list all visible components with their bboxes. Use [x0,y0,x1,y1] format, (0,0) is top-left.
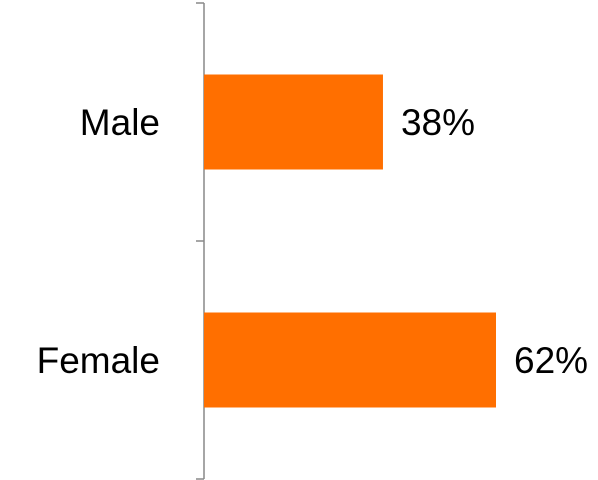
data-label-male: 38% [401,102,475,143]
bar-male [204,74,383,170]
category-labels: Male Female [37,102,160,381]
data-label-female: 62% [514,340,588,381]
bars [204,74,496,408]
category-axis [196,2,205,480]
category-label-female: Female [37,340,160,381]
bar-female [204,312,496,408]
data-labels: 38% 62% [401,102,588,381]
category-label-male: Male [80,102,160,143]
